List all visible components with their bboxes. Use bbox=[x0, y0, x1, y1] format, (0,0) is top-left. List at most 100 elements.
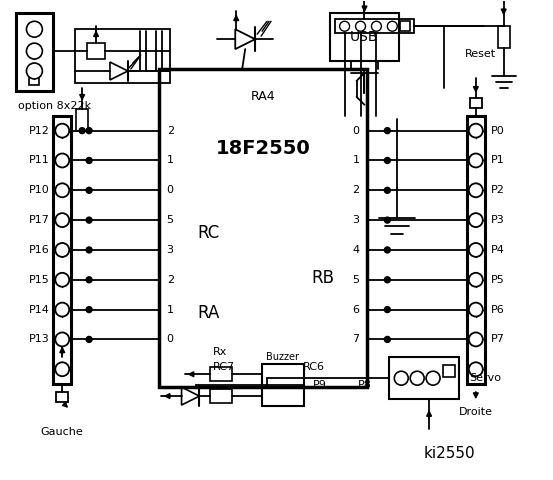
Circle shape bbox=[55, 213, 69, 227]
Text: 0: 0 bbox=[166, 185, 174, 195]
Bar bbox=[498, 26, 510, 48]
Text: P13: P13 bbox=[29, 335, 49, 345]
Circle shape bbox=[86, 336, 92, 342]
Bar bbox=[87, 43, 105, 59]
Text: 2: 2 bbox=[166, 126, 174, 136]
Circle shape bbox=[55, 243, 69, 257]
Text: 3: 3 bbox=[166, 245, 174, 255]
Text: RA4: RA4 bbox=[251, 90, 275, 103]
Text: 7: 7 bbox=[352, 335, 359, 345]
Bar bbox=[159, 69, 368, 387]
Text: Reset: Reset bbox=[465, 49, 495, 59]
Bar bbox=[335, 19, 414, 33]
Text: RB: RB bbox=[311, 269, 334, 287]
Text: P4: P4 bbox=[491, 245, 505, 255]
Circle shape bbox=[387, 21, 397, 31]
Text: P16: P16 bbox=[29, 245, 49, 255]
Text: 18F2550: 18F2550 bbox=[216, 139, 310, 158]
Circle shape bbox=[469, 183, 483, 197]
Text: P6: P6 bbox=[491, 305, 504, 314]
Text: 5: 5 bbox=[166, 215, 174, 225]
Text: RC7: RC7 bbox=[213, 362, 236, 372]
Circle shape bbox=[86, 307, 92, 312]
Circle shape bbox=[55, 273, 69, 287]
Circle shape bbox=[469, 362, 483, 376]
Text: 2: 2 bbox=[352, 185, 359, 195]
Text: P10: P10 bbox=[29, 185, 49, 195]
Text: P9: P9 bbox=[313, 380, 327, 390]
Circle shape bbox=[55, 154, 69, 168]
Circle shape bbox=[410, 371, 424, 385]
Text: 1: 1 bbox=[166, 156, 174, 166]
Text: 5: 5 bbox=[352, 275, 359, 285]
Circle shape bbox=[469, 302, 483, 316]
Bar bbox=[15, 13, 53, 91]
Circle shape bbox=[55, 333, 69, 347]
Bar bbox=[53, 116, 71, 384]
Circle shape bbox=[55, 124, 69, 138]
Circle shape bbox=[55, 362, 69, 376]
Text: P15: P15 bbox=[29, 275, 49, 285]
Circle shape bbox=[86, 247, 92, 253]
Text: P0: P0 bbox=[491, 126, 504, 136]
Circle shape bbox=[86, 128, 92, 133]
Text: P7: P7 bbox=[491, 335, 505, 345]
Text: Droite: Droite bbox=[459, 407, 493, 417]
Text: 1: 1 bbox=[352, 156, 359, 166]
Circle shape bbox=[384, 247, 390, 253]
Circle shape bbox=[384, 336, 390, 342]
Bar bbox=[56, 392, 68, 402]
Circle shape bbox=[384, 187, 390, 193]
Circle shape bbox=[356, 21, 366, 31]
Circle shape bbox=[384, 277, 390, 283]
Text: USB: USB bbox=[350, 30, 379, 44]
Bar bbox=[262, 364, 304, 406]
Circle shape bbox=[27, 43, 43, 59]
Text: P12: P12 bbox=[28, 126, 49, 136]
Circle shape bbox=[469, 273, 483, 287]
Circle shape bbox=[384, 307, 390, 312]
Bar bbox=[210, 389, 232, 403]
Circle shape bbox=[469, 154, 483, 168]
Text: option 8x22k: option 8x22k bbox=[18, 101, 91, 111]
Bar bbox=[210, 367, 232, 381]
Bar bbox=[75, 29, 170, 84]
Text: 4: 4 bbox=[352, 245, 359, 255]
Text: P2: P2 bbox=[491, 185, 505, 195]
Circle shape bbox=[469, 213, 483, 227]
Text: RC: RC bbox=[197, 224, 220, 242]
Bar bbox=[330, 13, 399, 61]
Circle shape bbox=[55, 183, 69, 197]
Circle shape bbox=[384, 157, 390, 164]
Text: P1: P1 bbox=[491, 156, 504, 166]
Text: P17: P17 bbox=[28, 215, 49, 225]
Text: P14: P14 bbox=[28, 305, 49, 314]
Text: P3: P3 bbox=[491, 215, 504, 225]
Circle shape bbox=[27, 21, 43, 37]
Text: 0: 0 bbox=[166, 335, 174, 345]
Circle shape bbox=[55, 302, 69, 316]
Circle shape bbox=[469, 124, 483, 138]
Text: 3: 3 bbox=[352, 215, 359, 225]
Circle shape bbox=[86, 217, 92, 223]
Bar bbox=[76, 109, 88, 131]
Text: 6: 6 bbox=[352, 305, 359, 314]
Text: RC6: RC6 bbox=[303, 362, 325, 372]
Bar bbox=[389, 357, 459, 399]
Circle shape bbox=[384, 217, 390, 223]
Text: P11: P11 bbox=[29, 156, 49, 166]
Circle shape bbox=[426, 371, 440, 385]
Circle shape bbox=[86, 157, 92, 164]
Bar bbox=[29, 75, 39, 85]
Bar bbox=[470, 98, 482, 108]
Circle shape bbox=[79, 128, 85, 133]
Text: RA: RA bbox=[197, 303, 220, 322]
Circle shape bbox=[86, 277, 92, 283]
Circle shape bbox=[469, 243, 483, 257]
Circle shape bbox=[372, 21, 382, 31]
Text: 2: 2 bbox=[166, 275, 174, 285]
Circle shape bbox=[86, 187, 92, 193]
Text: Rx: Rx bbox=[213, 348, 228, 357]
Circle shape bbox=[340, 21, 349, 31]
Text: Buzzer: Buzzer bbox=[267, 352, 300, 362]
